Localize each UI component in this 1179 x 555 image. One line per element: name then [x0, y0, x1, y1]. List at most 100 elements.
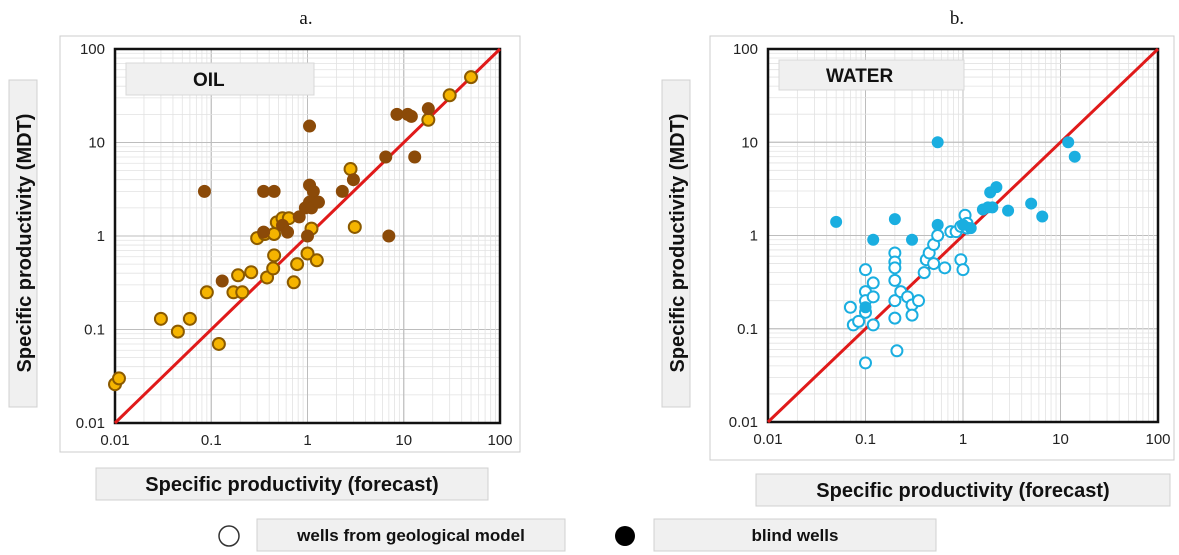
blind-well-point: [404, 109, 418, 123]
blind-well-point: [335, 184, 349, 198]
x-tick-label: 0.01: [753, 431, 782, 448]
panel-letter-b: b.: [950, 8, 964, 29]
y-axis-title: Specific productivity (MDT): [667, 114, 689, 373]
blind-well-point: [990, 181, 1003, 194]
blind-well-point: [292, 210, 306, 224]
panel-letter-a: a.: [299, 8, 312, 29]
blind-well-point: [867, 233, 880, 246]
x-tick-label: 0.01: [100, 432, 129, 449]
panel-oil: a. OIL 0.01 0.1 1 10 100 0.01 0.1 1 10 100 Specif…: [8, 8, 521, 501]
model-well-point: [266, 261, 281, 276]
model-well-point: [843, 300, 857, 314]
y-tick-label: 10: [88, 135, 105, 152]
blind-well-point: [390, 107, 404, 121]
y-tick-label: 0.01: [76, 415, 105, 432]
blind-well-point: [257, 225, 271, 239]
model-well-point: [111, 371, 126, 386]
blind-well-point: [931, 218, 944, 231]
model-well-point: [912, 294, 926, 308]
model-well-point: [170, 324, 185, 339]
model-well-point: [931, 229, 945, 242]
legend-open-label: wells from geological model: [296, 526, 525, 545]
y-tick-label: 10: [741, 134, 758, 151]
plot-area-border: [766, 47, 1160, 424]
model-well-point: [888, 273, 902, 287]
model-well-point: [927, 257, 941, 271]
y-tick-label: 100: [733, 41, 758, 58]
y-tick-label: 1: [97, 228, 105, 245]
blind-well-point: [1036, 210, 1049, 223]
legend-filled-box: [653, 518, 937, 552]
blind-well-point: [964, 222, 977, 235]
blind-well-point: [306, 184, 320, 198]
x-axis-title-box: [755, 473, 1171, 507]
model-well-point: [153, 311, 168, 326]
x-axis-title-box: [95, 467, 489, 501]
blind-well-point: [197, 184, 211, 198]
blind-well-point: [382, 229, 396, 243]
x-axis-title: Specific productivity (forecast): [816, 480, 1109, 502]
data-points: [830, 136, 1081, 370]
blind-well-point: [1062, 136, 1075, 149]
blind-well-point: [408, 150, 422, 164]
tick-labels: 0.01 0.1 1 10 100 0.01 0.1 1 10 100: [76, 41, 513, 449]
model-well-point: [866, 318, 880, 332]
model-well-point: [852, 314, 866, 328]
x-tick-label: 0.1: [855, 431, 876, 448]
model-well-point: [866, 276, 880, 290]
model-well-point: [888, 294, 902, 308]
x-tick-label: 100: [1145, 431, 1170, 448]
model-well-point: [859, 263, 872, 277]
model-well-point: [244, 265, 259, 280]
blind-well-point: [1025, 197, 1038, 210]
model-well-point: [211, 336, 226, 351]
model-well-point: [347, 219, 362, 234]
legend: wells from geological model blind wells: [218, 518, 937, 552]
model-well-point: [464, 70, 479, 85]
blind-well-point: [379, 150, 393, 164]
model-well-point: [938, 261, 952, 275]
y-tick-label: 1: [750, 228, 758, 245]
series-label: OIL: [193, 70, 225, 91]
blind-well-point: [215, 274, 229, 288]
y-axis-title-box: [8, 79, 38, 408]
legend-filled-label: blind wells: [752, 526, 839, 545]
model-well-point: [859, 356, 872, 370]
blind-well-point: [906, 233, 919, 246]
model-well-point: [888, 311, 902, 325]
y-axis-title-box: [661, 79, 691, 408]
y-tick-label: 0.01: [729, 414, 758, 431]
blind-well-point: [888, 213, 901, 226]
x-tick-label: 1: [959, 431, 967, 448]
blind-well-point: [1068, 150, 1081, 163]
blind-well-point: [301, 229, 314, 243]
legend-open-box: [256, 518, 566, 552]
y-tick-label: 100: [80, 41, 105, 58]
blind-well-point: [859, 301, 872, 314]
model-well-point: [309, 253, 324, 268]
x-tick-label: 10: [395, 432, 412, 449]
model-well-point: [235, 285, 250, 300]
legend-open-marker: [218, 525, 240, 547]
blind-well-point: [830, 215, 843, 228]
blind-well-point: [267, 184, 281, 198]
blind-well-point: [986, 201, 999, 214]
blind-well-point: [931, 136, 944, 149]
model-well-point: [343, 162, 358, 177]
blind-well-point: [1002, 204, 1015, 217]
plot-area-border: [113, 47, 502, 425]
x-tick-label: 1: [303, 432, 311, 449]
panel-water: b. WATER 0.01 0.1 1 10 100 0.01 0.1 1 10 100 Spec…: [661, 8, 1175, 507]
model-well-point: [199, 285, 214, 300]
model-well-point: [956, 263, 970, 277]
x-tick-label: 100: [487, 432, 512, 449]
model-well-point: [267, 248, 282, 263]
model-well-point: [905, 308, 919, 322]
legend-filled-marker: [615, 526, 635, 546]
series-label-box: [778, 59, 965, 91]
blind-well-point: [303, 119, 317, 133]
x-axis-title: Specific productivity (forecast): [145, 474, 438, 496]
model-well-point: [888, 261, 902, 275]
y-tick-label: 0.1: [737, 321, 758, 338]
